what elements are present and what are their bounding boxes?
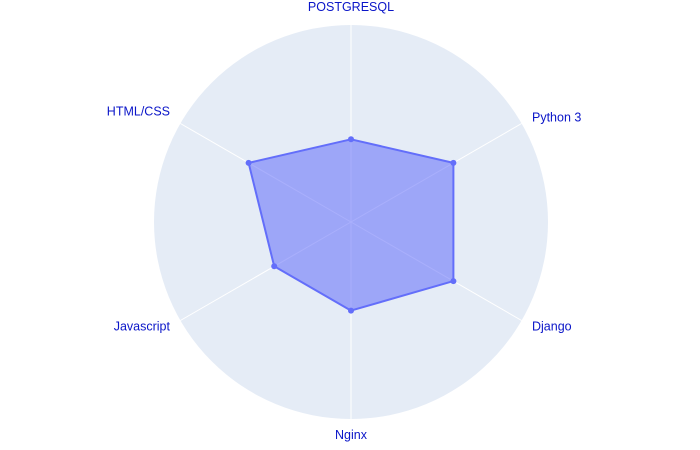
axis-labels: POSTGRESQL Python 3 Django Nginx Javascript H…	[107, 0, 582, 442]
axis-label: Javascript	[114, 320, 171, 334]
axis-label: Nginx	[335, 428, 368, 442]
data-point	[245, 159, 252, 166]
data-point	[271, 263, 278, 270]
data-point	[348, 136, 354, 143]
axis-label: Python 3	[532, 111, 581, 125]
series-points	[245, 136, 457, 314]
axis-label: POSTGRESQL	[308, 0, 394, 14]
data-point	[450, 159, 457, 166]
axis-label: HTML/CSS	[107, 105, 170, 119]
data-point	[348, 307, 354, 314]
axis-label: Django	[532, 320, 572, 334]
data-point	[450, 278, 457, 285]
